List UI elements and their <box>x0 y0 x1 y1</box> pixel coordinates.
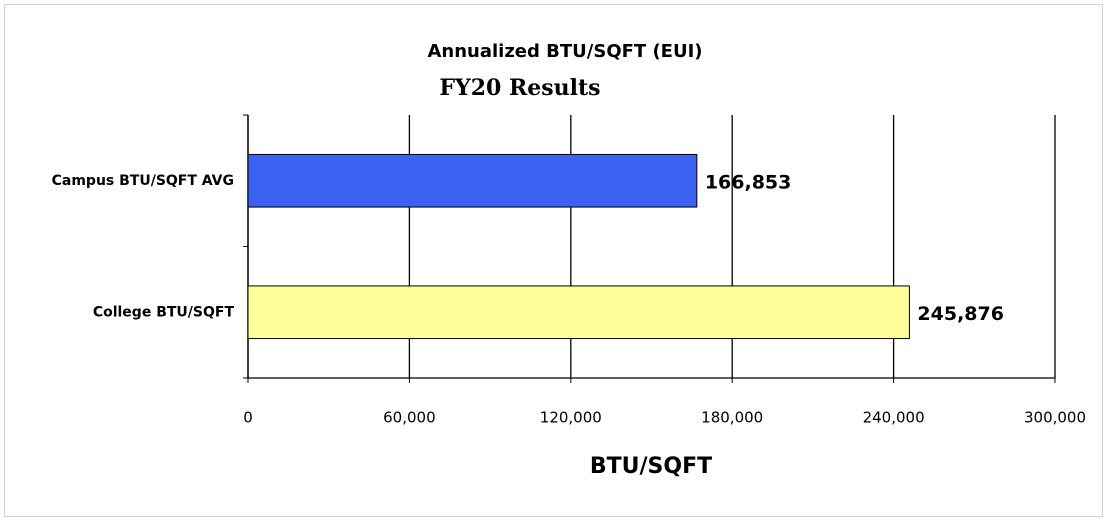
x-axis-label: BTU/SQFT <box>590 454 712 479</box>
y-tick-label: Campus BTU/SQFT AVG <box>52 173 234 189</box>
x-tick-label: 300,000 <box>1024 409 1086 427</box>
x-tick-label: 120,000 <box>540 409 602 427</box>
x-tick-label: 60,000 <box>383 409 436 427</box>
x-tick-label: 240,000 <box>863 409 925 427</box>
bar <box>247 153 698 208</box>
chart-frame <box>4 4 1103 517</box>
bar <box>247 285 910 340</box>
value-label: 245,876 <box>917 303 1004 325</box>
chart-subtitle: FY20 Results <box>439 75 600 101</box>
y-tick-label: College BTU/SQFT <box>93 304 235 320</box>
x-tick-label: 180,000 <box>701 409 763 427</box>
chart-title: Annualized BTU/SQFT (EUI) <box>427 41 702 62</box>
value-label: 166,853 <box>705 171 792 193</box>
x-tick-label: 0 <box>243 409 253 427</box>
